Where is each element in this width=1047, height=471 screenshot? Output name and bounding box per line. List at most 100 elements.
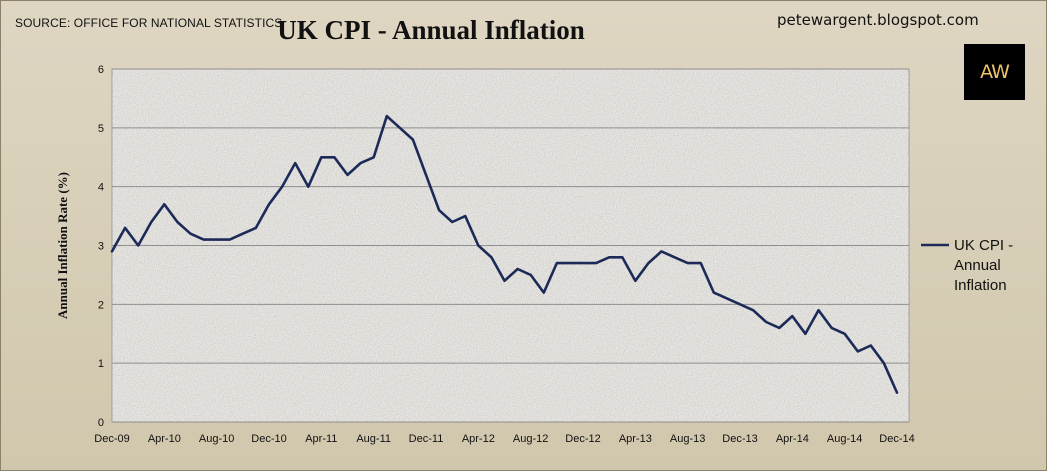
y-tick-label: 0 [98,417,104,429]
data-point [424,173,428,177]
legend-label: Inflation [954,277,1007,294]
y-tick-label: 4 [98,182,104,194]
x-axis-ticks: Dec-09 Apr-10 Aug-10 Dec-10 Apr-11 Aug-11 Dec-… [94,433,914,445]
data-point [790,314,794,318]
data-point [110,249,114,253]
data-point [895,390,899,394]
data-point [764,320,768,324]
data-point [306,184,310,188]
data-point [816,308,820,312]
data-point [515,267,519,271]
data-point [856,349,860,353]
data-point [751,308,755,312]
data-point [542,290,546,294]
data-point [672,255,676,259]
data-point [123,226,127,230]
data-point [228,237,232,241]
data-point [188,232,192,236]
logo-text: AW [980,61,1010,83]
data-point [149,220,153,224]
y-tick-label: 6 [98,64,104,76]
data-point [358,161,362,165]
x-tick-label: Apr-13 [619,433,652,445]
chart-title: UK CPI - Annual Inflation [277,15,585,45]
legend: UK CPI - Annual Inflation [921,237,1013,294]
data-point [280,184,284,188]
legend-label: Annual [954,257,1001,274]
data-point [777,326,781,330]
data-point [502,279,506,283]
y-axis-label: Annual Inflation Rate (%) [55,172,70,319]
data-point [869,343,873,347]
data-point [214,237,218,241]
data-point [293,161,297,165]
data-point [528,273,532,277]
blog-url: petewargent.blogspot.com [777,11,979,29]
x-tick-label: Dec-11 [409,433,444,445]
series-line-uk-cpi [110,114,899,394]
data-point [607,255,611,259]
data-point [254,226,258,230]
data-point [319,155,323,159]
x-tick-label: Dec-13 [722,433,757,445]
x-tick-label: Aug-14 [827,433,862,445]
data-point [201,237,205,241]
data-point [241,232,245,236]
data-point [411,137,415,141]
data-point [633,279,637,283]
data-point [267,202,271,206]
data-point [450,220,454,224]
data-point [829,326,833,330]
data-point [568,261,572,265]
data-point [555,261,559,265]
data-point [620,255,624,259]
data-point [699,261,703,265]
x-tick-label: Aug-13 [670,433,705,445]
data-point [738,302,742,306]
x-tick-label: Aug-10 [199,433,234,445]
data-point [476,243,480,247]
x-tick-label: Apr-10 [148,433,181,445]
data-point [175,220,179,224]
data-point [581,261,585,265]
data-point [162,202,166,206]
y-tick-label: 1 [98,358,104,370]
x-tick-label: Apr-12 [462,433,495,445]
aw-logo: AW [964,44,1025,100]
x-tick-label: Dec-09 [94,433,129,445]
data-point [398,126,402,130]
data-point [646,261,650,265]
gridlines [112,68,909,423]
data-point [345,173,349,177]
y-tick-label: 5 [98,123,104,135]
data-point [371,155,375,159]
data-point [332,155,336,159]
x-tick-label: Apr-11 [305,433,337,445]
data-point [489,255,493,259]
data-point [136,243,140,247]
source-note: SOURCE: OFFICE FOR NATIONAL STATISTICS [15,16,283,30]
data-point [712,290,716,294]
x-tick-label: Dec-14 [879,433,914,445]
x-tick-label: Aug-11 [356,433,391,445]
data-point [685,261,689,265]
y-tick-label: 3 [98,241,104,253]
y-axis-ticks: 0 1 2 3 4 5 6 [98,64,104,429]
x-tick-label: Dec-12 [565,433,600,445]
legend-label: UK CPI - [954,237,1013,254]
x-tick-label: Aug-12 [513,433,548,445]
data-point [594,261,598,265]
y-tick-label: 2 [98,299,104,311]
data-point [725,296,729,300]
data-point [842,332,846,336]
data-point [463,214,467,218]
data-point [882,361,886,365]
data-point [437,208,441,212]
data-point [659,249,663,253]
data-point [385,114,389,118]
series-group [110,114,899,394]
data-point [803,332,807,336]
x-tick-label: Dec-10 [251,433,286,445]
